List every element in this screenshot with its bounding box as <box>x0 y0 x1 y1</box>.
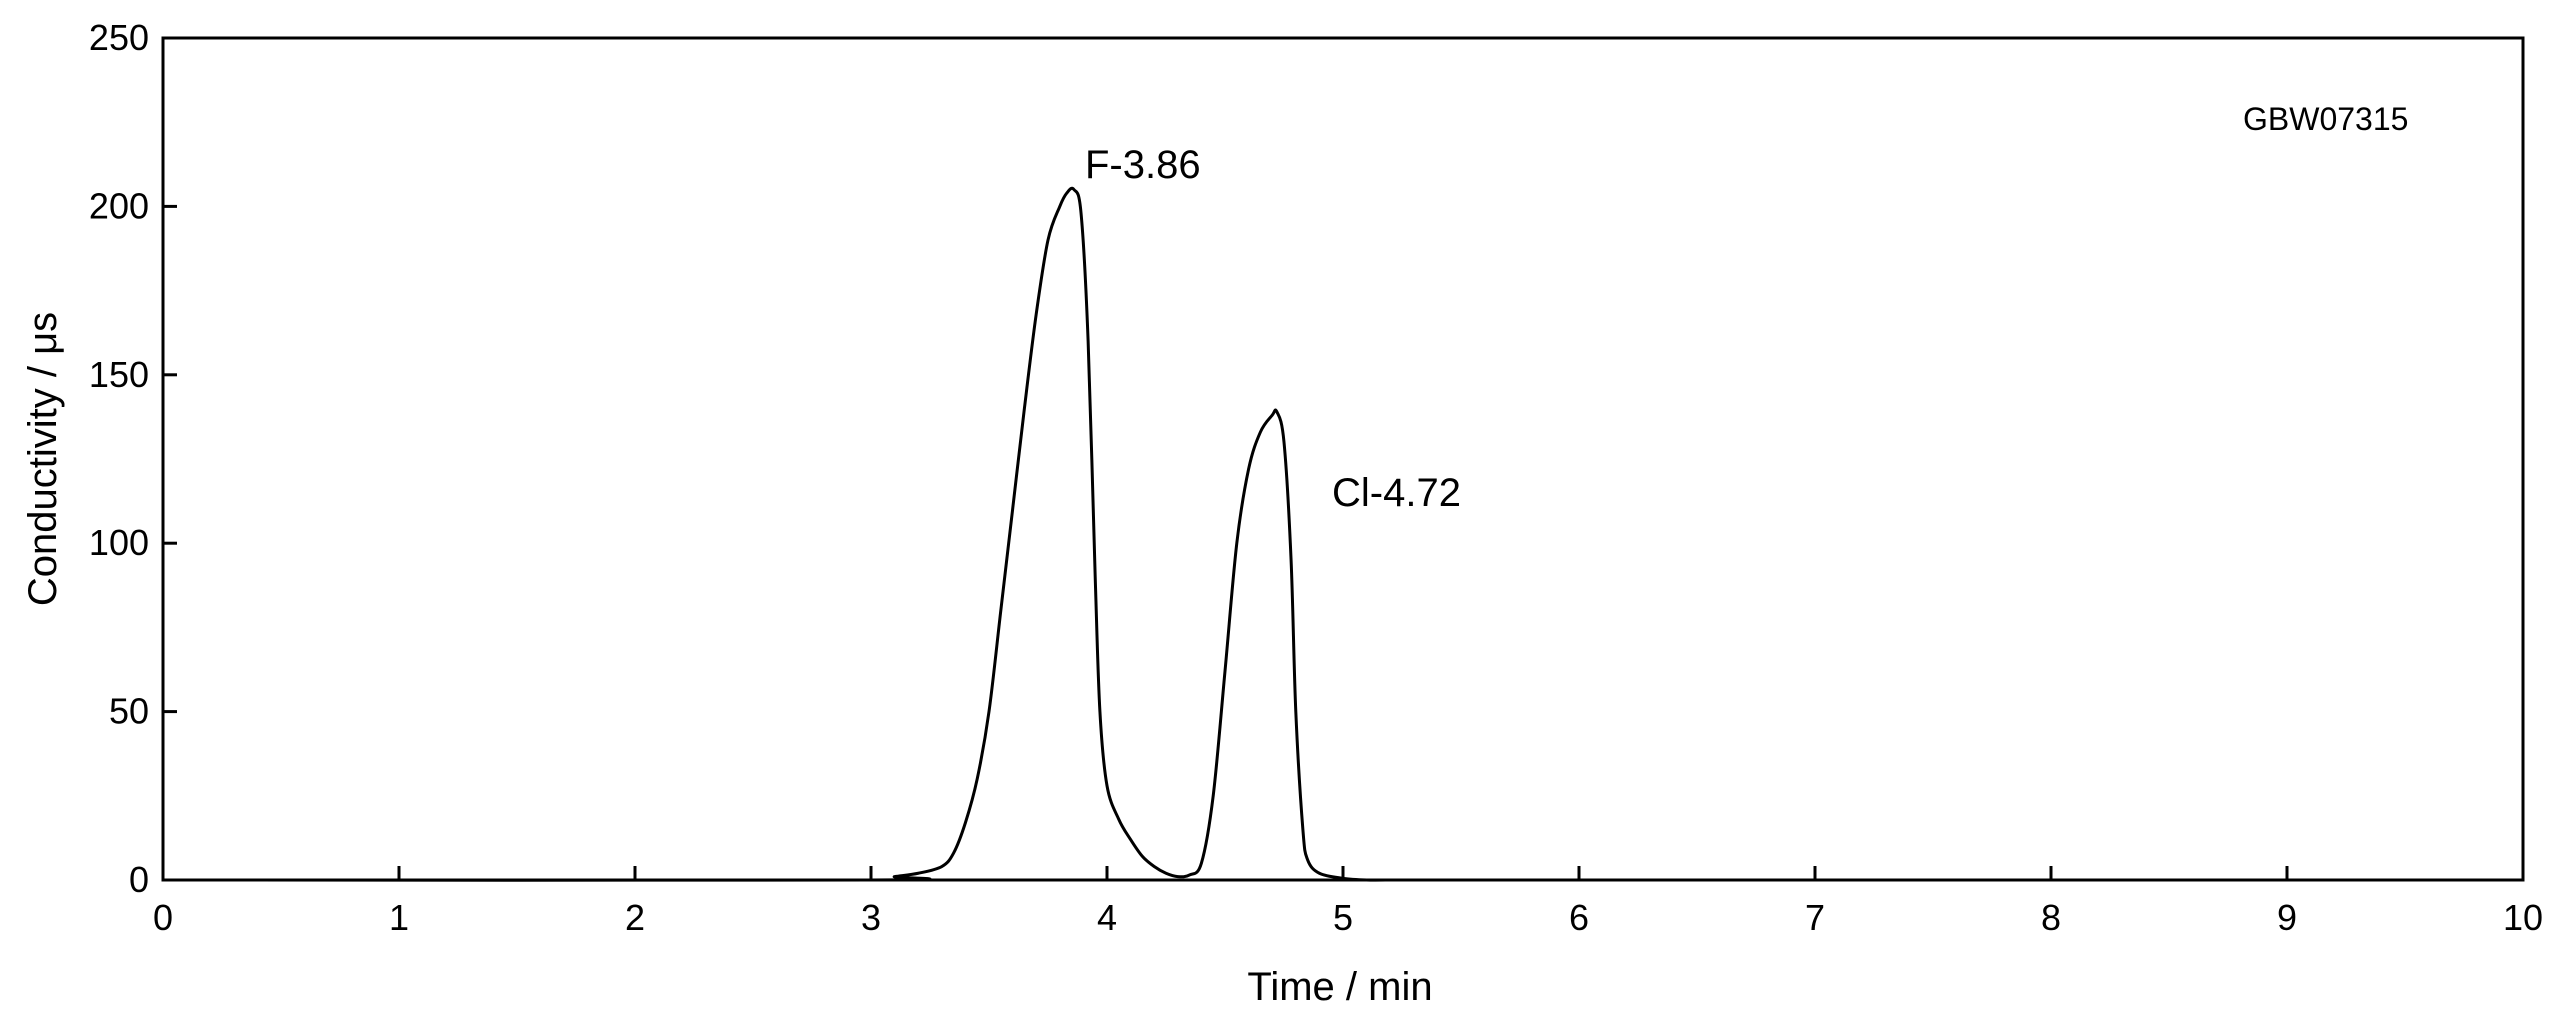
x-tick-label: 1 <box>389 897 409 938</box>
chromatogram-trace <box>162 186 1391 882</box>
x-tick-label: 8 <box>2041 897 2061 938</box>
x-tick-label: 3 <box>861 897 881 938</box>
y-tick-label: 200 <box>89 185 149 226</box>
y-axis-title: Conductivity / μs <box>21 312 65 606</box>
x-axis-title: Time / min <box>1247 965 1432 1009</box>
peak-label-chloride: Cl-4.72 <box>1332 471 1461 515</box>
x-tick-label: 0 <box>153 897 173 938</box>
x-tick-label: 4 <box>1097 897 1117 938</box>
x-tick-label: 6 <box>1569 897 1589 938</box>
plot-frame <box>161 36 2525 882</box>
y-tick-label: 50 <box>109 691 149 732</box>
y-tick-label: 250 <box>89 17 149 58</box>
sample-id-label: GBW07315 <box>2243 101 2408 137</box>
x-tick-label: 10 <box>2503 897 2543 938</box>
x-tick-label: 2 <box>625 897 645 938</box>
x-axis-ticks: 0 1 2 3 4 5 6 7 8 9 10 <box>153 866 2543 938</box>
y-axis-ticks: 0 50 100 150 200 250 <box>89 17 177 900</box>
peak-label-fluoride: F-3.86 <box>1085 143 1201 187</box>
y-tick-label: 150 <box>89 354 149 395</box>
x-tick-label: 5 <box>1333 897 1353 938</box>
x-tick-label: 7 <box>1805 897 1825 938</box>
y-tick-label: 0 <box>129 859 149 900</box>
y-tick-label: 100 <box>89 522 149 563</box>
x-tick-label: 9 <box>2277 897 2297 938</box>
